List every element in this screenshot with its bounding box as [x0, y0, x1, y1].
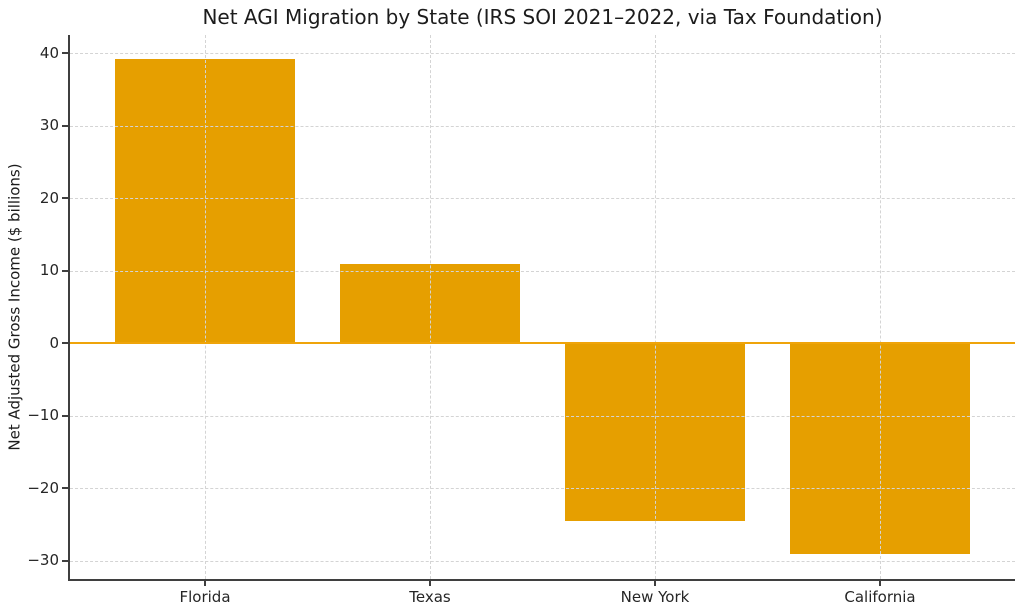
y-tick [62, 52, 68, 55]
x-tick-label: New York [620, 588, 690, 606]
y-tick-label: −20 [27, 478, 59, 497]
y-tick-label: 40 [39, 43, 59, 62]
x-gridline [880, 35, 881, 579]
x-tick-label: Texas [409, 588, 451, 606]
x-tick-label: California [844, 588, 916, 606]
y-gridline [70, 560, 1015, 562]
y-gridline [70, 270, 1015, 272]
x-tick [204, 581, 206, 586]
y-tick-label: 10 [39, 261, 59, 280]
y-tick-label: 0 [49, 333, 59, 352]
chart-title: Net AGI Migration by State (IRS SOI 2021… [202, 5, 883, 29]
y-tick [62, 559, 68, 562]
left-spine [68, 35, 70, 581]
y-tick [62, 342, 68, 345]
y-gridline [70, 488, 1015, 490]
x-gridline [655, 35, 656, 579]
y-tick [62, 487, 68, 490]
y-tick-label: −10 [27, 406, 59, 425]
y-tick [62, 414, 68, 417]
y-tick [62, 197, 68, 200]
x-tick-label: Florida [179, 588, 231, 606]
x-gridline [205, 35, 206, 579]
y-gridline [70, 53, 1015, 55]
y-gridline [70, 198, 1015, 200]
y-tick-label: −30 [27, 551, 59, 570]
y-tick [62, 124, 68, 127]
y-gridline [70, 415, 1015, 417]
x-tick [654, 581, 656, 586]
y-gridline [70, 125, 1015, 127]
zero-line [70, 342, 1015, 345]
bottom-spine [68, 579, 1015, 581]
y-tick-label: 30 [39, 116, 59, 135]
x-tick [429, 581, 431, 586]
y-tick [62, 269, 68, 272]
y-tick-label: 20 [39, 188, 59, 207]
x-gridline [430, 35, 431, 579]
x-tick [879, 581, 881, 586]
